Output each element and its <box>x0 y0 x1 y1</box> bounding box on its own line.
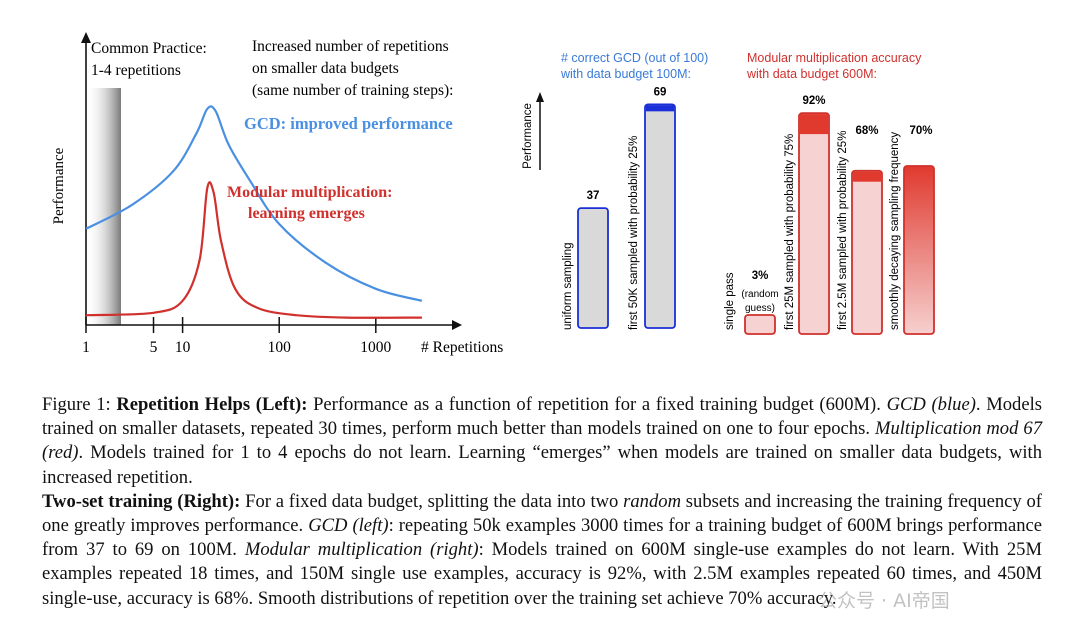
common-practice-shaded-region <box>86 88 121 325</box>
bar <box>798 112 830 335</box>
figure-caption: Figure 1: Repetition Helps (Left): Perfo… <box>42 393 1042 611</box>
gcd-legend-label: GCD: improved performance <box>244 114 453 133</box>
left-x-tick-label: 1000 <box>360 339 391 356</box>
modmul-performance-line <box>85 181 422 319</box>
caption-paragraph-left: Figure 1: Repetition Helps (Left): Perfo… <box>42 394 1042 488</box>
modmul-bar-chart: Modular multiplication accuracy with dat… <box>724 51 935 335</box>
modmul-legend-label-2: learning emerges <box>248 205 365 222</box>
bar-value-label: 92% <box>802 95 825 107</box>
modmul-chart-title-2: with data budget 600M: <box>746 67 877 81</box>
annotation-line-1: Increased number of repetitions <box>252 38 449 55</box>
bar-value-label: 68% <box>855 125 878 137</box>
common-practice-label: Common Practice: <box>91 40 207 57</box>
bar-category-label: uniform sampling <box>562 242 574 330</box>
repetition-line-chart: 1 5 10 100 1000 Performance # Repetitions Co… <box>51 32 503 356</box>
caption-paragraph-right: Two-set training (Right): For a fixed da… <box>42 490 1043 609</box>
left-x-ticks: 1 5 10 100 1000 <box>82 317 392 356</box>
caption-left-heading: Repetition Helps (Left): <box>116 394 308 415</box>
bar-highlight <box>852 171 882 182</box>
left-x-tick-label: 5 <box>150 339 158 356</box>
gcd-performance-line <box>85 105 423 302</box>
bar-value-label: 37 <box>587 190 600 202</box>
left-x-tick-label: 10 <box>175 339 191 356</box>
left-x-axis-arrow <box>452 320 462 330</box>
gcd-chart-title-2: with data budget 100M: <box>560 67 691 81</box>
gcd-y-axis-arrow <box>536 92 544 102</box>
bar-value-label: 3% <box>752 270 769 282</box>
bar-category-label: first 2.5M sampled with probability 25% <box>837 131 849 330</box>
modmul-chart-title-1: Modular multiplication accuracy <box>747 51 922 65</box>
bar <box>903 165 935 335</box>
bar-value-label: 69 <box>654 86 667 98</box>
annotation-line-3: (same number of training steps): <box>252 82 453 99</box>
common-practice-range-label: 1-4 repetitions <box>91 62 181 79</box>
gcd-chart-title-1: # correct GCD (out of 100) <box>561 51 708 65</box>
bar <box>577 207 609 329</box>
bar-highlight <box>645 105 675 112</box>
bar-category-label: first 25M sampled with probability 75% <box>784 134 796 330</box>
left-x-tick-label: 100 <box>268 339 292 356</box>
bar <box>851 169 883 335</box>
random-guess-label-1: (random <box>741 289 778 300</box>
watermark: 公众号 · AI帝国 <box>818 590 950 612</box>
left-x-axis-label: # Repetitions <box>421 339 503 356</box>
bar-category-label: first 50K sampled with probability 25% <box>628 136 640 330</box>
random-guess-label-2: guess) <box>745 303 775 314</box>
bar <box>744 314 776 335</box>
annotation-line-2: on smaller data budgets <box>252 60 399 77</box>
gcd-y-axis-label: Performance <box>522 103 534 169</box>
modmul-legend-label-1: Modular multiplication: <box>227 184 393 201</box>
figure-label: Figure 1: <box>42 394 111 415</box>
left-y-axis-arrow <box>81 32 91 43</box>
bar-category-label: single pass <box>724 272 736 330</box>
bar-highlight <box>799 114 829 135</box>
caption-right-heading: Two-set training (Right): <box>42 490 241 512</box>
gcd-bar-chart: # correct GCD (out of 100) with data bud… <box>522 51 708 330</box>
bar-category-label: smoothly decaying sampling frequency <box>889 132 901 330</box>
left-x-tick-label: 1 <box>82 339 90 356</box>
left-y-axis-label: Performance <box>51 147 67 224</box>
bar-value-label: 70% <box>909 125 932 137</box>
figure-1: 1 5 10 100 1000 Performance # Repetitions Co… <box>51 32 935 356</box>
bar <box>644 103 676 329</box>
